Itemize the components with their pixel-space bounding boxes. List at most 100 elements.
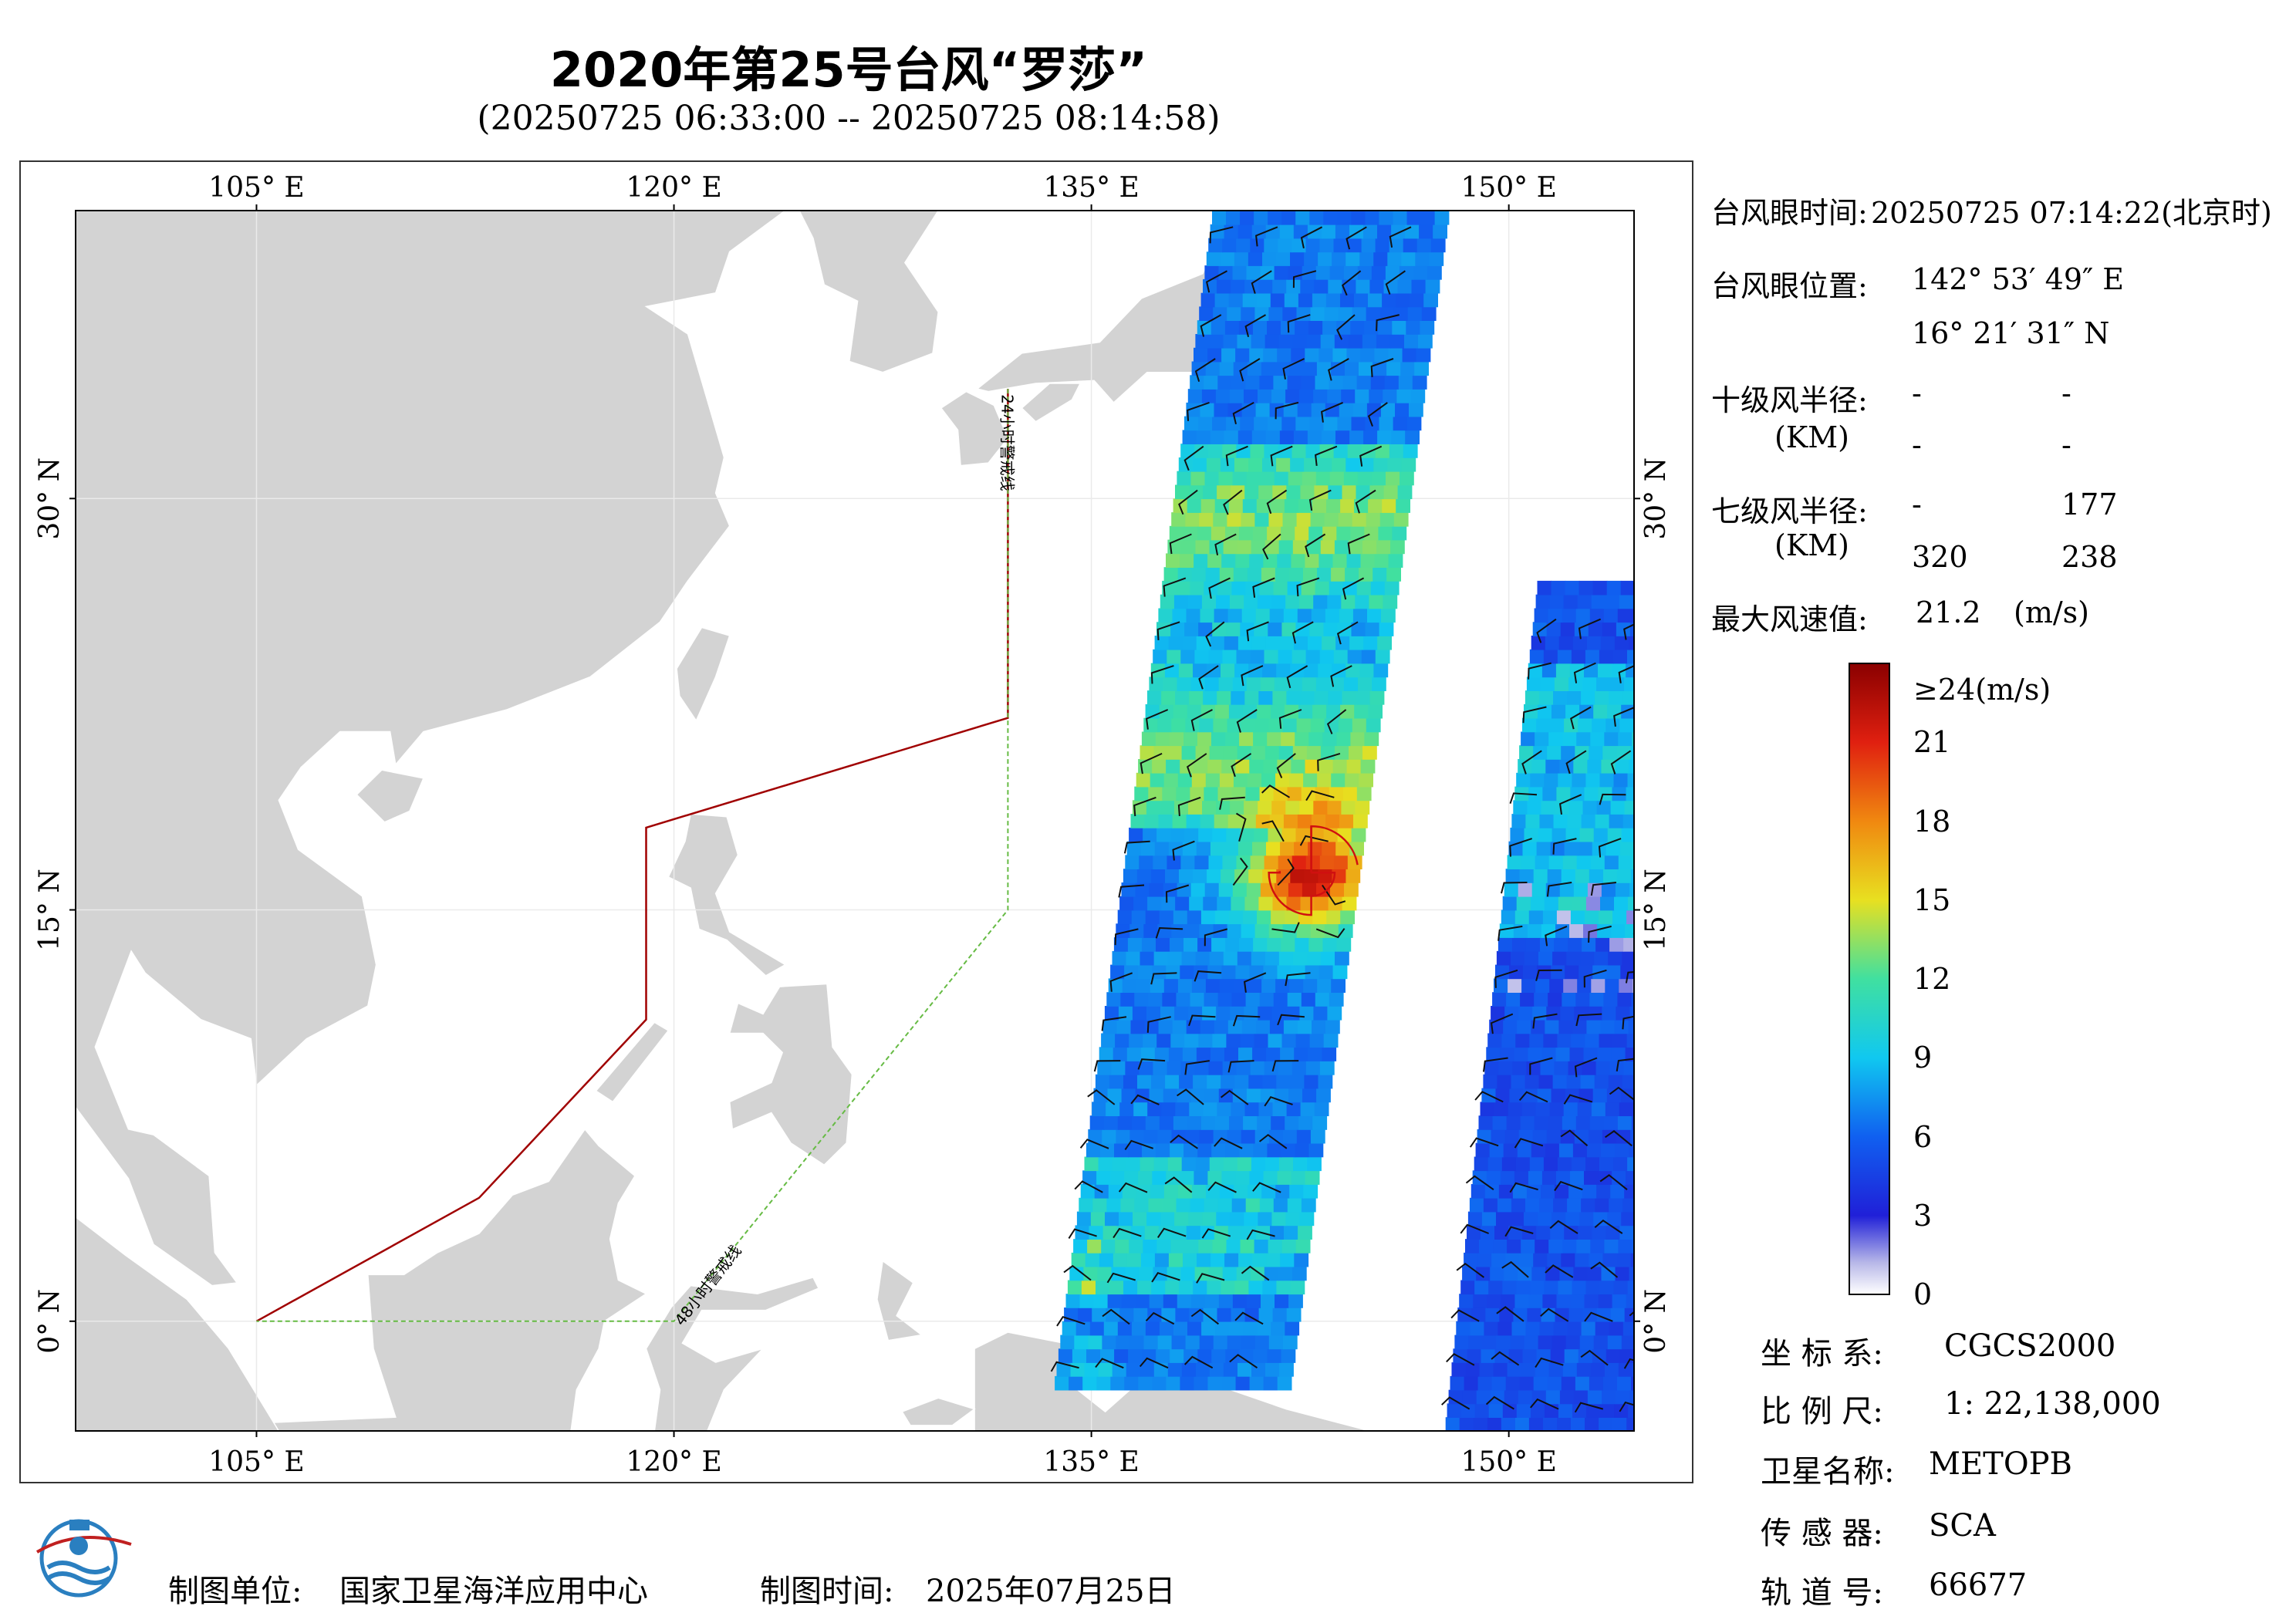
land-sumatra — [76, 1216, 280, 1431]
wind-cell — [1157, 1129, 1173, 1144]
wind-cell — [1336, 937, 1352, 952]
wind-cell — [1592, 1088, 1608, 1103]
wind-cell — [1445, 1417, 1460, 1431]
wind-cell — [1635, 1212, 1649, 1227]
wind-cell — [1238, 1252, 1253, 1267]
wind-cell — [1427, 265, 1442, 280]
wind-cell — [1382, 498, 1396, 513]
wind-cell — [1699, 882, 1714, 897]
wind-cell — [1090, 1211, 1106, 1227]
wind-cell — [1541, 1184, 1555, 1199]
wind-cell — [1336, 525, 1352, 541]
wind-cell — [1585, 909, 1599, 925]
wind-cell — [1062, 1321, 1077, 1336]
wind-cell — [1301, 992, 1316, 1007]
wind-cell — [1224, 1047, 1239, 1061]
wind-cell — [1291, 347, 1306, 363]
wind-cell — [1557, 1033, 1572, 1048]
wind-cell — [1240, 827, 1255, 842]
wind-cell — [1190, 471, 1206, 486]
wind-cell — [1170, 1348, 1184, 1363]
wind-cell — [1642, 1403, 1656, 1418]
wind-cell — [1536, 717, 1551, 733]
wind-cell — [1305, 649, 1321, 664]
wind-cell — [1071, 1252, 1086, 1267]
wind-cell — [1305, 553, 1320, 568]
wind-cell — [1190, 677, 1206, 691]
wind-cell — [1685, 882, 1700, 897]
lat-label-right: 0° N — [1640, 1289, 1672, 1354]
wind-cell — [1098, 1362, 1113, 1377]
wind-cell — [1286, 896, 1302, 911]
wind-cell — [1430, 238, 1446, 253]
wind-cell — [1227, 402, 1243, 417]
wind-cell — [1615, 1142, 1629, 1158]
wind-cell — [1713, 759, 1727, 774]
wind-cell — [1279, 1362, 1294, 1377]
wind-cell — [1580, 1074, 1595, 1089]
wind-cell — [1649, 1212, 1663, 1227]
wind-cell — [1097, 1061, 1113, 1075]
wind-cell — [1131, 909, 1146, 925]
wind-barb — [1679, 881, 1706, 891]
wind-cell — [1237, 430, 1253, 444]
wind-cell — [1129, 827, 1143, 842]
wind-cell — [1137, 1074, 1152, 1089]
wind-cell — [1660, 1362, 1675, 1377]
wind-cell — [1283, 1019, 1298, 1034]
wind-cell — [1510, 1335, 1525, 1350]
wind-barb — [1483, 1057, 1508, 1072]
wind-cell — [1318, 663, 1333, 678]
wind-cell — [1107, 1088, 1123, 1103]
wind-cell — [1147, 1308, 1163, 1322]
wind-cell — [1396, 498, 1410, 513]
wind-cell — [1281, 525, 1295, 541]
wind-cell — [1531, 636, 1546, 650]
wind-cell — [1193, 1280, 1207, 1295]
wind-barb — [1225, 445, 1248, 467]
wind-barb — [1163, 577, 1187, 597]
colorbar-label: ≥24(m/s) — [1913, 673, 2051, 707]
wind-cell — [1119, 896, 1134, 911]
wind-cell — [1136, 978, 1151, 993]
wind-cell — [1672, 622, 1687, 636]
wind-cell — [1255, 402, 1271, 417]
wind-cell — [1555, 1308, 1570, 1322]
wind-cell — [1349, 636, 1364, 650]
wind-cell — [1084, 1362, 1099, 1377]
wind-cell — [1244, 484, 1259, 500]
wind-cell — [1105, 1211, 1119, 1227]
wind-cell — [1405, 224, 1420, 239]
wind-barb — [1574, 1057, 1598, 1078]
wind-cell — [1680, 923, 1695, 938]
wind-cell — [1268, 1239, 1283, 1254]
wind-cell — [1393, 211, 1408, 225]
wind-cell — [1177, 978, 1193, 993]
wind-cell — [1540, 1061, 1555, 1075]
wind-cell — [1602, 1375, 1618, 1391]
wind-cell — [1256, 704, 1271, 719]
wind-cell — [1596, 800, 1612, 815]
lon-label-bottom: 120° E — [626, 1446, 721, 1478]
wind-cell — [1606, 841, 1621, 856]
wind-cell — [1229, 909, 1244, 925]
wind-cell — [1590, 1362, 1606, 1377]
wind-barb — [1227, 1060, 1254, 1073]
wind-cell — [1498, 1184, 1514, 1199]
wind-cell — [1164, 663, 1180, 678]
wind-cell — [1676, 842, 1690, 856]
wind-cell — [1451, 1362, 1467, 1377]
wind-cell — [1608, 950, 1622, 966]
wind-cell — [1206, 457, 1221, 472]
wind-cell — [1220, 251, 1235, 266]
map-subtitle: (20250725 06:33:00 -- 20250725 08:14:58) — [477, 99, 1221, 138]
land-borneo — [76, 1128, 648, 1431]
wind-cell — [1172, 1019, 1187, 1034]
wind-cell — [1145, 909, 1160, 925]
wind-cell — [1292, 334, 1308, 349]
wind-cell — [1288, 1294, 1303, 1308]
wind-cell — [1312, 1115, 1328, 1130]
wind-cell — [1282, 717, 1298, 733]
wind-cell — [1680, 1061, 1694, 1075]
wind-cell — [1358, 677, 1373, 691]
